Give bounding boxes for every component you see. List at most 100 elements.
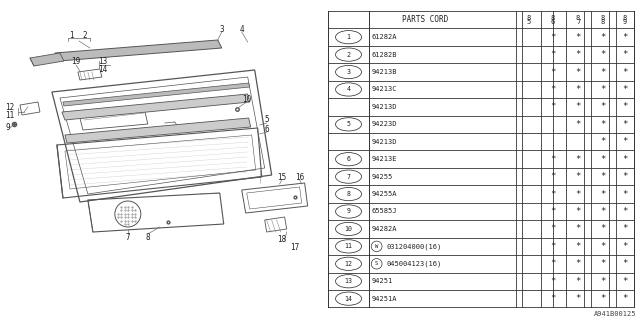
Text: 65585J: 65585J [372, 209, 397, 214]
Text: *: * [575, 242, 580, 251]
Text: 9: 9 [623, 19, 627, 25]
Text: 8: 8 [576, 15, 580, 21]
Text: *: * [575, 172, 580, 181]
Text: *: * [622, 137, 628, 146]
Text: W: W [375, 244, 378, 249]
Text: 8: 8 [551, 15, 556, 21]
Text: 5: 5 [346, 121, 351, 127]
Text: *: * [600, 189, 606, 199]
Text: 94213E: 94213E [372, 156, 397, 162]
Text: *: * [600, 33, 606, 42]
Text: *: * [622, 85, 628, 94]
Text: 6: 6 [551, 19, 556, 25]
Polygon shape [30, 53, 64, 66]
Text: 18: 18 [277, 236, 286, 244]
Text: 94213D: 94213D [372, 104, 397, 110]
Text: *: * [622, 155, 628, 164]
Text: *: * [550, 207, 556, 216]
Text: 12: 12 [5, 103, 15, 113]
Text: 9: 9 [6, 124, 10, 132]
Text: *: * [600, 224, 606, 233]
Text: 94282A: 94282A [372, 226, 397, 232]
Text: *: * [600, 155, 606, 164]
Text: *: * [600, 242, 606, 251]
Text: *: * [622, 224, 628, 233]
Text: 8: 8 [145, 233, 150, 242]
Text: *: * [622, 172, 628, 181]
Polygon shape [55, 40, 221, 61]
Text: 7: 7 [125, 233, 130, 242]
Text: *: * [550, 259, 556, 268]
Text: *: * [600, 207, 606, 216]
Text: *: * [575, 155, 580, 164]
Text: 7: 7 [346, 174, 351, 180]
Text: *: * [575, 33, 580, 42]
Text: PARTS CORD: PARTS CORD [402, 15, 448, 24]
Text: *: * [575, 207, 580, 216]
Text: *: * [575, 259, 580, 268]
Text: 14: 14 [344, 296, 353, 302]
Text: 94251: 94251 [372, 278, 393, 284]
Text: *: * [622, 207, 628, 216]
Text: 3: 3 [220, 25, 224, 34]
Text: 12: 12 [344, 261, 353, 267]
Text: *: * [575, 85, 580, 94]
Text: 031204000(16): 031204000(16) [386, 243, 441, 250]
Text: 7: 7 [576, 19, 580, 25]
Text: *: * [622, 294, 628, 303]
Text: 14: 14 [99, 65, 108, 74]
Text: 10: 10 [344, 226, 353, 232]
Text: *: * [622, 259, 628, 268]
Text: *: * [550, 294, 556, 303]
Text: *: * [575, 50, 580, 59]
Text: *: * [575, 294, 580, 303]
Text: 8: 8 [346, 191, 351, 197]
Text: *: * [600, 172, 606, 181]
Text: 16: 16 [295, 172, 304, 181]
Text: 4: 4 [346, 86, 351, 92]
Text: *: * [622, 102, 628, 111]
Text: 8: 8 [623, 15, 627, 21]
Text: *: * [575, 189, 580, 199]
Text: *: * [622, 120, 628, 129]
Text: *: * [622, 277, 628, 286]
Text: *: * [600, 294, 606, 303]
Text: *: * [550, 242, 556, 251]
Text: *: * [600, 259, 606, 268]
Text: 9: 9 [346, 209, 351, 214]
Text: 94255A: 94255A [372, 191, 397, 197]
Text: 11: 11 [5, 111, 15, 121]
Text: *: * [600, 137, 606, 146]
Text: A941B00125: A941B00125 [595, 311, 637, 317]
Text: 045004123(16): 045004123(16) [386, 260, 441, 267]
Text: *: * [575, 120, 580, 129]
Text: 94213D: 94213D [372, 139, 397, 145]
Text: 11: 11 [344, 244, 353, 249]
Text: 8: 8 [601, 19, 605, 25]
Text: *: * [622, 189, 628, 199]
Text: 61282B: 61282B [372, 52, 397, 58]
Text: 13: 13 [344, 278, 353, 284]
Text: 6: 6 [346, 156, 351, 162]
Text: *: * [550, 85, 556, 94]
Text: *: * [550, 277, 556, 286]
Text: *: * [575, 224, 580, 233]
Polygon shape [62, 94, 250, 120]
Text: 6: 6 [264, 125, 269, 134]
Text: 1: 1 [346, 34, 351, 40]
Text: 2: 2 [83, 30, 87, 39]
Text: *: * [550, 224, 556, 233]
Text: *: * [600, 50, 606, 59]
Text: *: * [622, 68, 628, 76]
Text: 94251A: 94251A [372, 296, 397, 302]
Text: 8: 8 [601, 15, 605, 21]
Text: 8: 8 [526, 15, 531, 21]
Text: 3: 3 [346, 69, 351, 75]
Text: 17: 17 [290, 244, 300, 252]
Text: 2: 2 [346, 52, 351, 58]
Polygon shape [65, 118, 251, 143]
Text: *: * [550, 172, 556, 181]
Text: 19: 19 [71, 58, 81, 67]
Text: 5: 5 [526, 19, 531, 25]
Text: *: * [550, 102, 556, 111]
